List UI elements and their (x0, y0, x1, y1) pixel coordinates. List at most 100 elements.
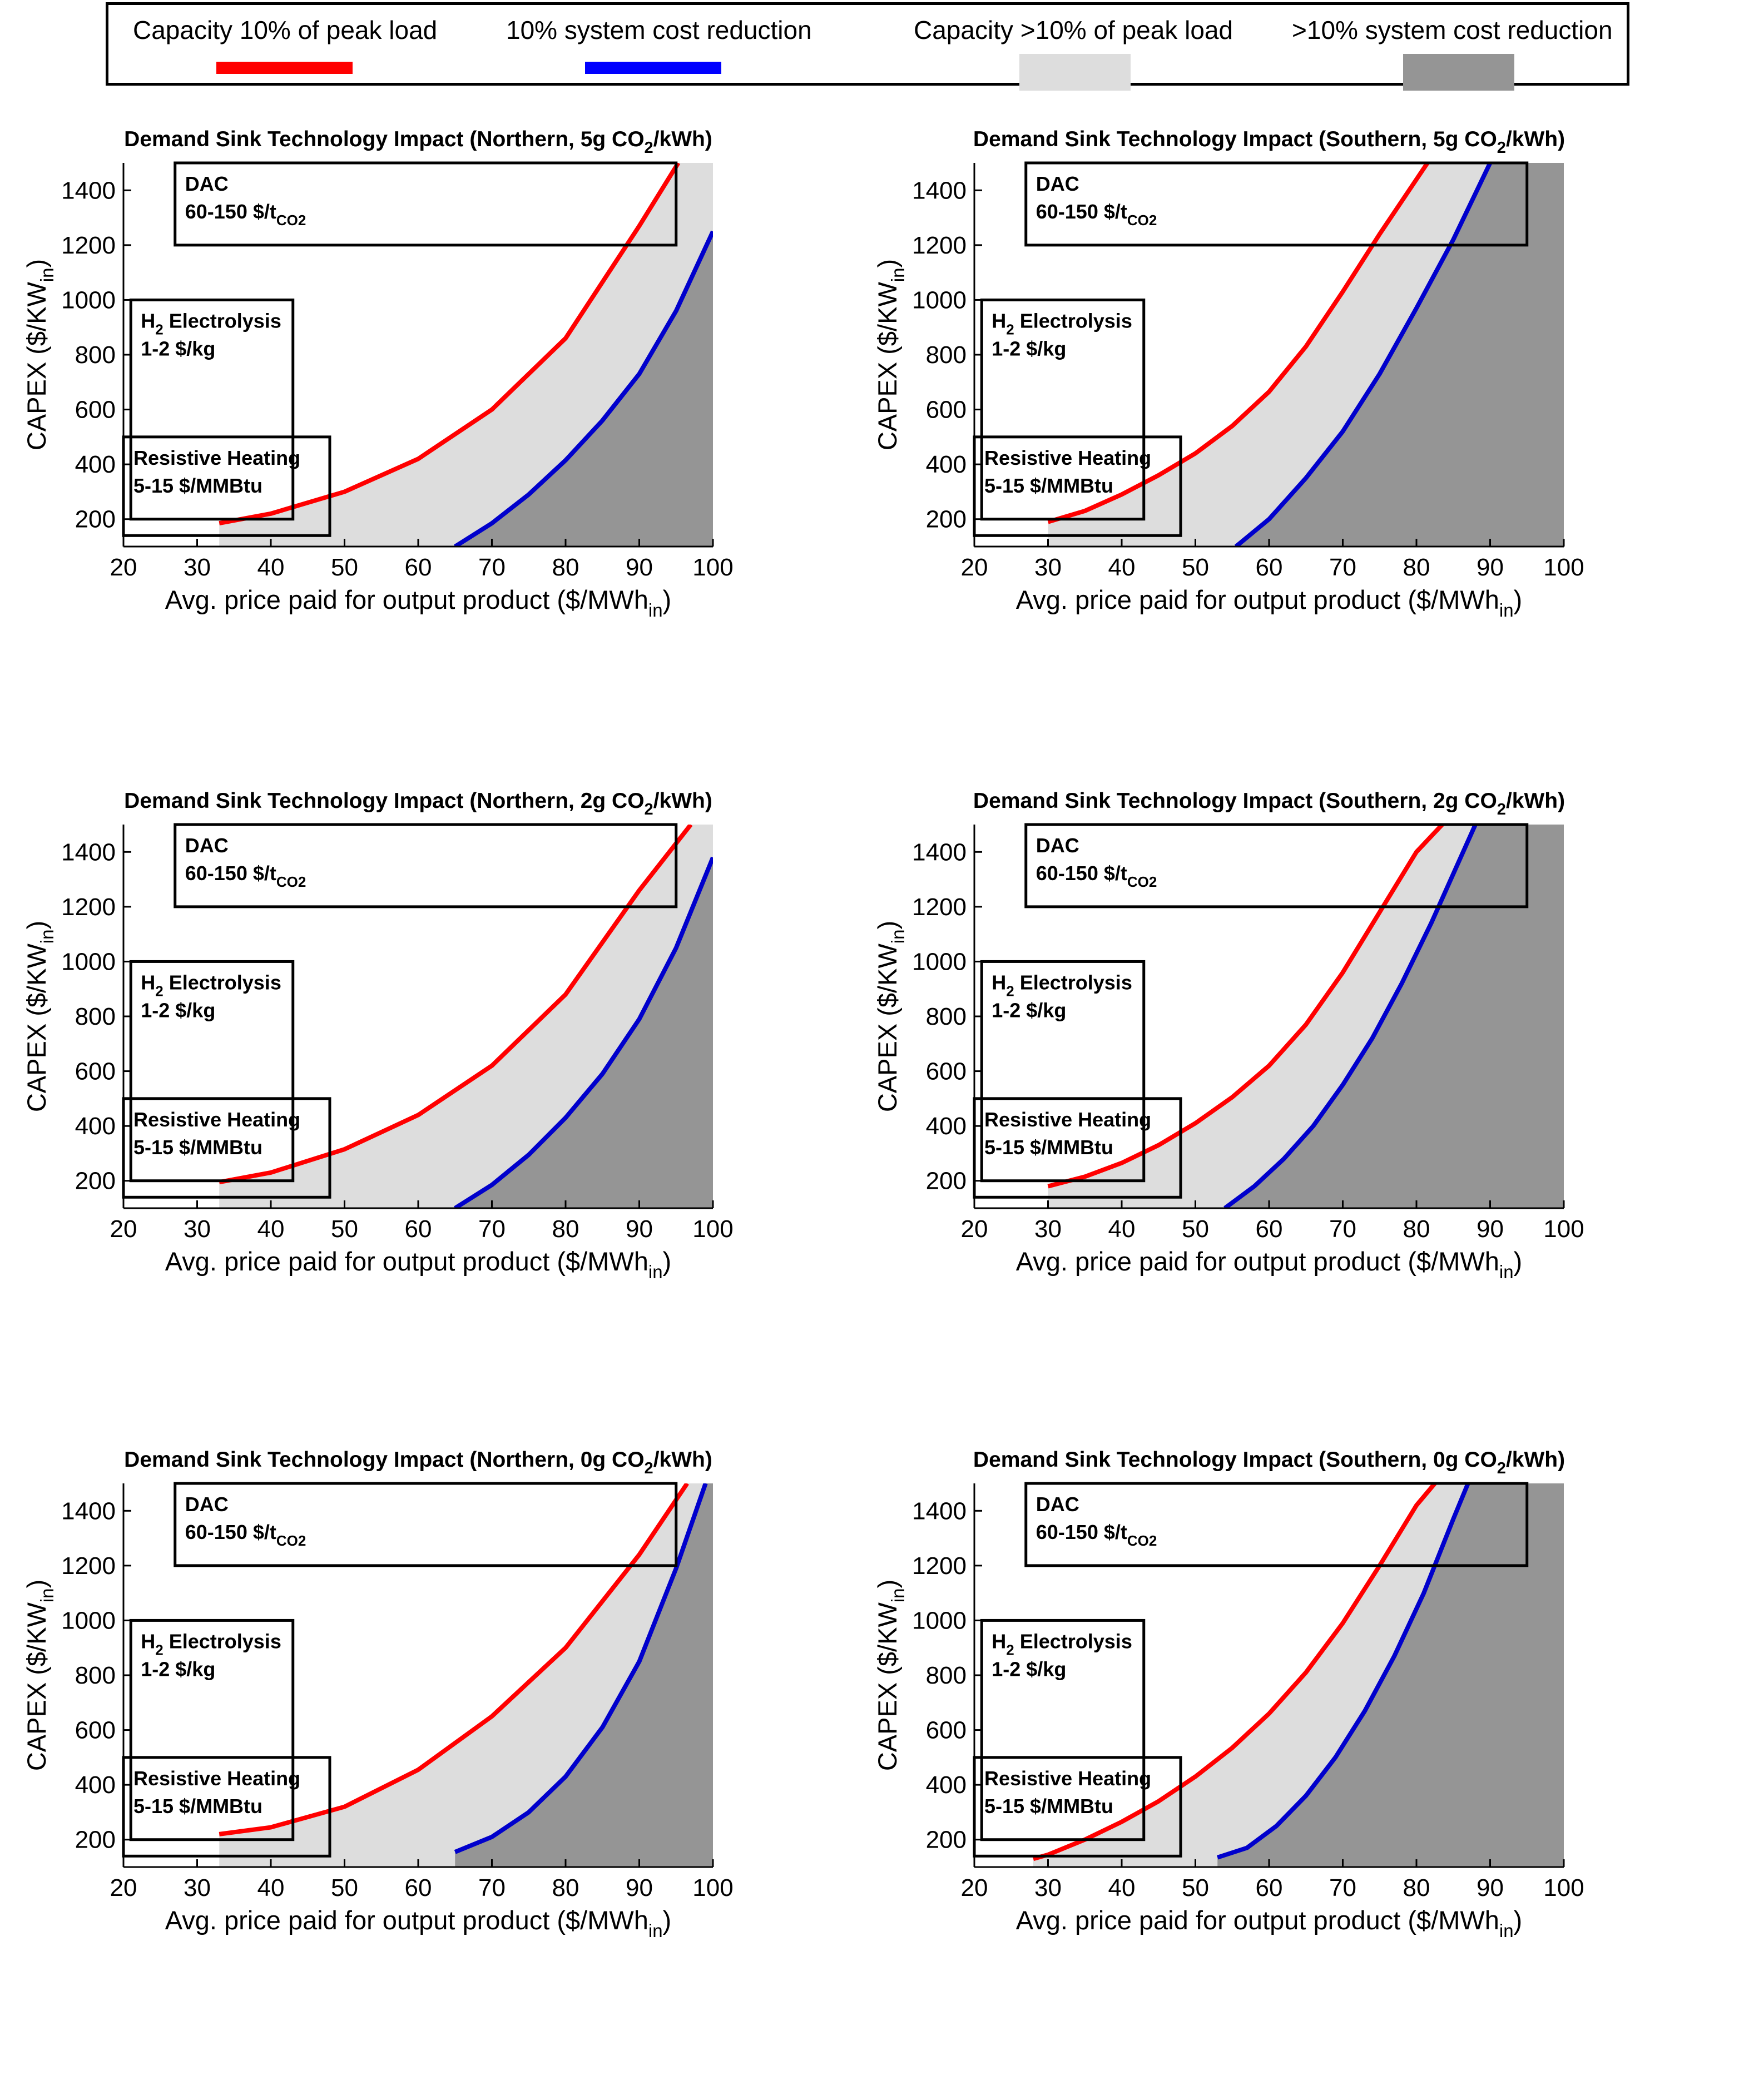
x-tick-label: 60 (1256, 554, 1283, 581)
cost-line (1234, 163, 1493, 547)
x-tick-label: 70 (1329, 554, 1356, 581)
annotation-range: 60-150 $/tCO2 (1036, 862, 1157, 890)
plot-area (219, 1483, 713, 1867)
x-tick-label: 90 (626, 1215, 653, 1243)
cost-region (455, 857, 713, 1208)
chart-title: Demand Sink Technology Impact (Northern,… (124, 1448, 712, 1477)
y-tick-label: 200 (75, 506, 116, 533)
annotation-box: DAC 60-150 $/tCO2 (174, 823, 678, 908)
y-tick-label: 1200 (61, 232, 116, 259)
cost-region (455, 1483, 713, 1867)
annotation-box: DAC 60-150 $/tCO2 (174, 161, 678, 247)
annotation-box: DAC 60-150 $/tCO2 (1024, 823, 1529, 908)
legend-swatch-dark-gray (1403, 54, 1514, 91)
y-tick-label: 1000 (912, 948, 967, 975)
annotation-title: DAC (185, 172, 229, 195)
x-tick-label: 60 (1256, 1874, 1283, 1902)
annotation-title: Resistive Heating (133, 1767, 300, 1790)
cost-region (455, 231, 713, 547)
annotation-title: Resistive Heating (984, 1767, 1151, 1790)
x-tick-label: 40 (257, 554, 285, 581)
x-tick-label: 40 (257, 1874, 285, 1902)
x-axis-label: Avg. price paid for output product ($/MW… (1016, 1905, 1522, 1941)
y-axis-label: CAPEX ($/KWin) (873, 921, 908, 1112)
legend-item-capacity-fill: Capacity >10% of peak load (914, 15, 1233, 91)
y-tick-label: 400 (75, 451, 116, 478)
x-tick-label: 90 (626, 1874, 653, 1902)
annotation-range: 5-15 $/MMBtu (984, 1795, 1113, 1818)
x-tick-label: 40 (1108, 554, 1136, 581)
legend-label: Capacity >10% of peak load (914, 16, 1233, 44)
y-tick-label: 1200 (912, 1552, 967, 1580)
y-axis-label: CAPEX ($/KWin) (873, 1580, 908, 1771)
y-axis-label: CAPEX ($/KWin) (873, 259, 908, 450)
y-tick-label: 800 (926, 341, 967, 369)
annotation-range: 5-15 $/MMBtu (133, 474, 262, 497)
x-tick-label: 80 (1403, 554, 1430, 581)
legend-swatch-red-line (216, 62, 353, 74)
x-tick-label: 90 (1477, 554, 1504, 581)
y-tick-label: 800 (926, 1662, 967, 1689)
annotation-range: 1-2 $/kg (992, 337, 1066, 360)
cost-region (1217, 1483, 1564, 1867)
x-tick-label: 20 (961, 554, 988, 581)
y-tick-label: 200 (75, 1826, 116, 1854)
x-tick-label: 30 (1034, 1874, 1062, 1902)
x-tick-label: 70 (478, 554, 506, 581)
capacity-line (219, 1483, 689, 1836)
annotation-box: DAC 60-150 $/tCO2 (1024, 161, 1529, 247)
x-tick-label: 80 (1403, 1215, 1430, 1243)
y-tick-label: 600 (926, 396, 967, 424)
annotation-title: H2 Electrolysis (141, 1630, 281, 1658)
legend-label: Capacity 10% of peak load (133, 16, 438, 44)
x-tick-label: 30 (1034, 554, 1062, 581)
annotation-range: 1-2 $/kg (141, 337, 215, 360)
x-tick-label: 90 (1477, 1215, 1504, 1243)
x-tick-label: 50 (1182, 554, 1209, 581)
x-tick-label: 70 (1329, 1215, 1356, 1243)
annotation-range: 1-2 $/kg (141, 1657, 215, 1680)
x-tick-label: 80 (552, 1874, 579, 1902)
annotation-title: Resistive Heating (984, 446, 1151, 469)
legend-item-cost-line: 10% system cost reduction (506, 15, 812, 74)
annotation-box: DAC 60-150 $/tCO2 (174, 1482, 678, 1567)
y-tick-label: 600 (926, 1717, 967, 1744)
x-tick-label: 90 (626, 554, 653, 581)
y-tick-label: 600 (75, 396, 116, 424)
x-tick-label: 100 (1543, 554, 1584, 581)
x-tick-label: 70 (1329, 1874, 1356, 1902)
y-tick-label: 600 (75, 1717, 116, 1744)
y-tick-label: 1400 (61, 1497, 116, 1525)
annotation-range: 60-150 $/tCO2 (185, 1521, 306, 1549)
x-tick-label: 50 (331, 554, 358, 581)
annotation-title: DAC (1036, 172, 1079, 195)
annotation-title: Resistive Heating (133, 446, 300, 469)
x-tick-label: 50 (1182, 1874, 1209, 1902)
y-tick-label: 1400 (61, 838, 116, 866)
annotation-range: 60-150 $/tCO2 (185, 200, 306, 229)
y-tick-label: 1000 (61, 286, 116, 314)
y-tick-label: 400 (926, 1771, 967, 1799)
y-tick-label: 800 (926, 1003, 967, 1030)
x-tick-label: 70 (478, 1215, 506, 1243)
x-tick-label: 40 (1108, 1215, 1136, 1243)
x-axis-label: Avg. price paid for output product ($/MW… (165, 1905, 671, 1941)
y-tick-label: 400 (75, 1113, 116, 1140)
annotation-title: Resistive Heating (984, 1108, 1151, 1131)
x-tick-label: 60 (405, 1215, 432, 1243)
y-tick-label: 1400 (912, 838, 967, 866)
x-tick-label: 60 (405, 554, 432, 581)
x-tick-label: 50 (331, 1215, 358, 1243)
cost-region (1236, 163, 1564, 547)
legend-swatch-blue-line (585, 62, 721, 74)
annotation-title: DAC (185, 1493, 229, 1516)
x-tick-label: 30 (1034, 1215, 1062, 1243)
x-tick-label: 40 (257, 1215, 285, 1243)
chart-title: Demand Sink Technology Impact (Southern,… (973, 1448, 1565, 1477)
annotation-title: H2 Electrolysis (992, 971, 1132, 999)
